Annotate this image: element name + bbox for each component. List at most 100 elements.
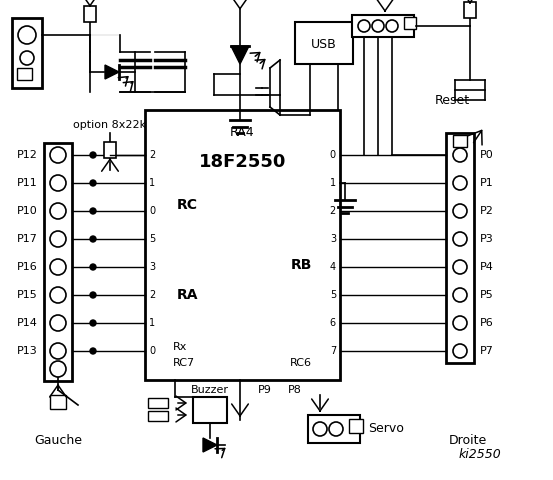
Circle shape xyxy=(50,259,66,275)
Circle shape xyxy=(453,288,467,302)
Bar xyxy=(308,415,360,443)
Bar xyxy=(17,68,32,80)
Text: 6: 6 xyxy=(330,318,336,328)
Circle shape xyxy=(386,20,398,32)
Text: 0: 0 xyxy=(149,206,155,216)
Circle shape xyxy=(358,20,370,32)
Text: USB: USB xyxy=(311,37,337,50)
Circle shape xyxy=(90,292,96,298)
Circle shape xyxy=(90,348,96,354)
Text: P1: P1 xyxy=(480,178,494,188)
Text: Buzzer: Buzzer xyxy=(191,385,229,395)
Polygon shape xyxy=(231,46,249,64)
Circle shape xyxy=(453,344,467,358)
Circle shape xyxy=(50,175,66,191)
Text: P5: P5 xyxy=(480,290,494,300)
Text: 2: 2 xyxy=(149,290,155,300)
Bar xyxy=(453,135,467,147)
Circle shape xyxy=(18,26,36,44)
Circle shape xyxy=(50,147,66,163)
Text: option 8x22k: option 8x22k xyxy=(74,120,147,130)
Bar xyxy=(464,2,476,18)
Circle shape xyxy=(50,343,66,359)
Bar xyxy=(352,15,414,37)
Bar xyxy=(50,395,66,409)
Bar xyxy=(148,411,168,421)
Circle shape xyxy=(453,232,467,246)
Text: Rx: Rx xyxy=(173,342,187,352)
Text: P0: P0 xyxy=(480,150,494,160)
Circle shape xyxy=(90,180,96,186)
Text: 2: 2 xyxy=(330,206,336,216)
Text: 1: 1 xyxy=(330,178,336,188)
Text: ki2550: ki2550 xyxy=(458,448,502,461)
Circle shape xyxy=(453,148,467,162)
Circle shape xyxy=(50,361,66,377)
Bar xyxy=(12,18,42,88)
Text: P16: P16 xyxy=(17,262,38,272)
Text: P7: P7 xyxy=(480,346,494,356)
Circle shape xyxy=(50,287,66,303)
Text: RA: RA xyxy=(177,288,199,302)
Text: 3: 3 xyxy=(149,262,155,272)
Bar xyxy=(84,6,96,22)
Text: 3: 3 xyxy=(330,234,336,244)
Circle shape xyxy=(313,422,327,436)
Bar xyxy=(148,398,168,408)
Text: RC7: RC7 xyxy=(173,358,195,368)
Circle shape xyxy=(20,51,34,65)
Text: P3: P3 xyxy=(480,234,494,244)
Circle shape xyxy=(453,204,467,218)
Text: 0: 0 xyxy=(330,150,336,160)
Circle shape xyxy=(50,315,66,331)
Bar xyxy=(104,142,116,158)
Polygon shape xyxy=(105,65,119,79)
Circle shape xyxy=(453,316,467,330)
Circle shape xyxy=(453,176,467,190)
Text: P9: P9 xyxy=(258,385,272,395)
Text: RA4: RA4 xyxy=(230,125,255,139)
Text: P14: P14 xyxy=(17,318,38,328)
Text: RC6: RC6 xyxy=(290,358,312,368)
Circle shape xyxy=(90,208,96,214)
Text: 5: 5 xyxy=(330,290,336,300)
Circle shape xyxy=(90,152,96,158)
Bar xyxy=(193,397,227,423)
Text: RC: RC xyxy=(177,198,198,212)
Text: 2: 2 xyxy=(149,150,155,160)
Text: 7: 7 xyxy=(330,346,336,356)
Text: P15: P15 xyxy=(17,290,38,300)
Text: P13: P13 xyxy=(17,346,38,356)
Bar xyxy=(404,17,416,29)
Text: P10: P10 xyxy=(17,206,38,216)
Circle shape xyxy=(90,264,96,270)
Polygon shape xyxy=(203,438,217,452)
Text: P4: P4 xyxy=(480,262,494,272)
Text: Gauche: Gauche xyxy=(34,433,82,446)
Text: P12: P12 xyxy=(17,150,38,160)
Circle shape xyxy=(90,320,96,326)
Circle shape xyxy=(50,203,66,219)
Text: 1: 1 xyxy=(149,178,155,188)
Circle shape xyxy=(90,236,96,242)
Text: P2: P2 xyxy=(480,206,494,216)
Text: P8: P8 xyxy=(288,385,302,395)
Text: 4: 4 xyxy=(330,262,336,272)
Circle shape xyxy=(329,422,343,436)
Text: 5: 5 xyxy=(149,234,155,244)
Text: Reset: Reset xyxy=(435,94,470,107)
Text: 1: 1 xyxy=(149,318,155,328)
Circle shape xyxy=(372,20,384,32)
Text: P17: P17 xyxy=(17,234,38,244)
Bar xyxy=(145,110,340,380)
Circle shape xyxy=(453,260,467,274)
Circle shape xyxy=(50,231,66,247)
Text: 0: 0 xyxy=(149,346,155,356)
Text: P6: P6 xyxy=(480,318,494,328)
Bar xyxy=(295,22,353,64)
Bar xyxy=(349,419,363,433)
Text: RB: RB xyxy=(291,258,312,272)
Text: Servo: Servo xyxy=(368,422,404,435)
Text: 18F2550: 18F2550 xyxy=(199,153,286,171)
Bar xyxy=(44,143,72,381)
